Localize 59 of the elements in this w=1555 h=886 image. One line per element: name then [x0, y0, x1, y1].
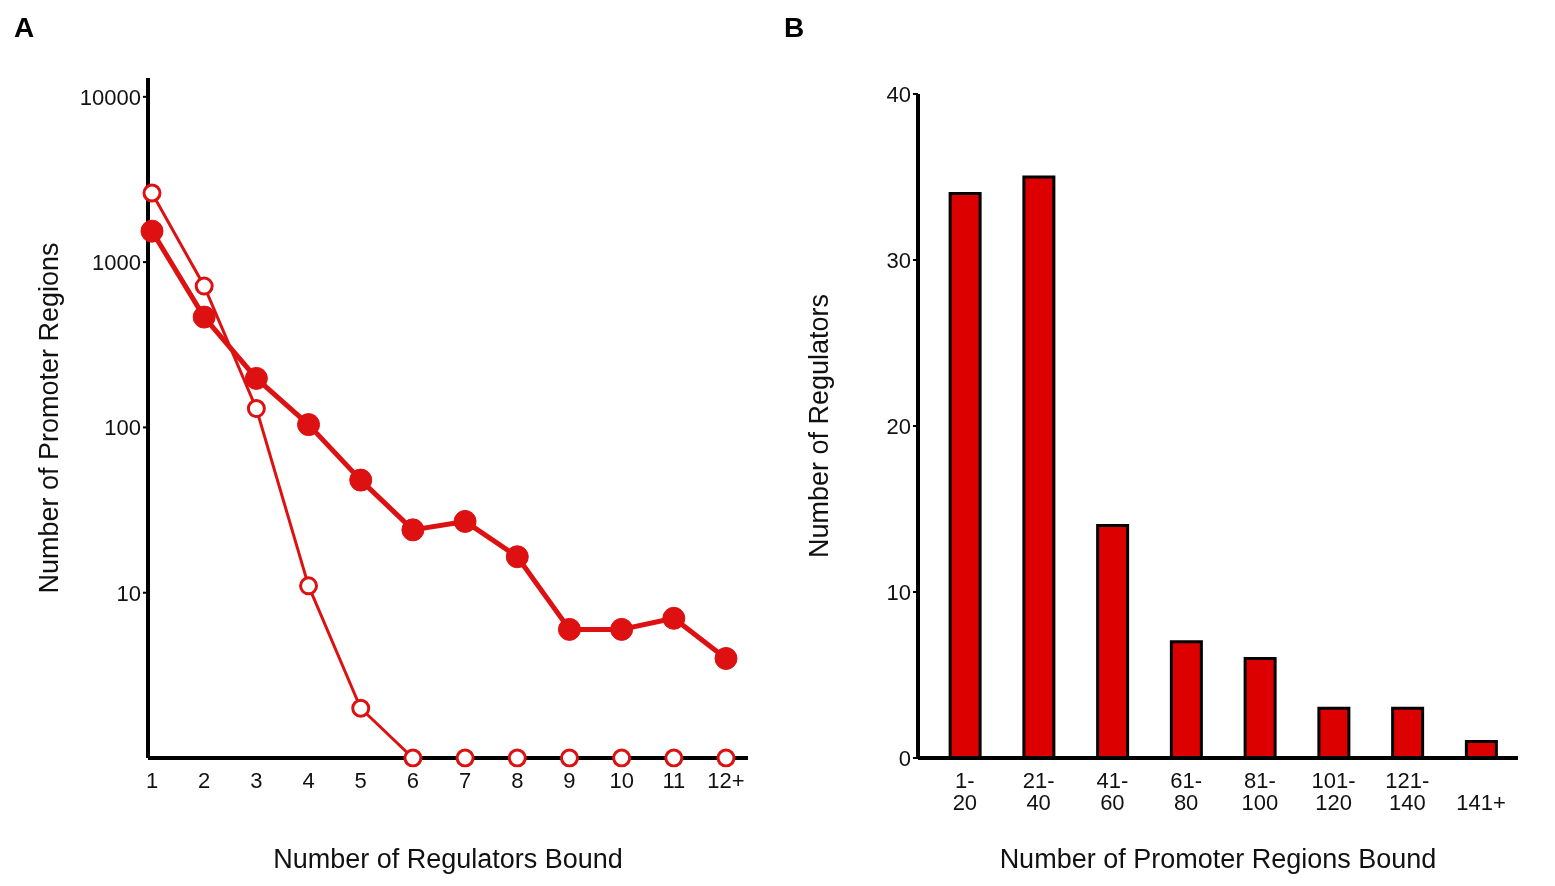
x-tick-label: 21-40 [1022, 768, 1055, 815]
x-tick-label: 12+ [707, 768, 745, 793]
point [140, 219, 164, 243]
point [401, 518, 425, 542]
y-tick-label: 100 [104, 415, 141, 441]
x-tick-label: 8 [511, 768, 524, 793]
x-tick-label: 7 [458, 768, 472, 793]
x-tick-label: 6 [406, 768, 420, 793]
y-tick-label: 10 [116, 580, 141, 606]
point [194, 276, 214, 296]
y-tick-label: 20 [886, 413, 911, 439]
point [349, 468, 373, 492]
x-tick-label: 1 [145, 768, 159, 793]
x-tick-label: 2 [198, 768, 211, 793]
x-tick-label: 121-140 [1385, 768, 1430, 815]
x-tick-label: 61-80 [1170, 768, 1203, 815]
x-axis-title: Number of Regulators Bound [273, 844, 623, 874]
x-tick-label: 141+ [1456, 790, 1506, 815]
point [455, 748, 475, 768]
x-tick-label: 1-20 [952, 768, 978, 815]
x-tick-label: 81-100 [1241, 768, 1279, 815]
point [664, 748, 684, 768]
point [716, 748, 736, 768]
chart-title: B [784, 12, 805, 44]
point [612, 748, 632, 768]
point [244, 366, 268, 390]
point [557, 617, 581, 641]
point [714, 646, 738, 670]
point [403, 748, 423, 768]
x-axis-title: Number of Promoter Regions Bound [999, 844, 1437, 874]
point [192, 305, 216, 329]
chart-title: A [14, 12, 35, 44]
point [505, 545, 529, 569]
y-tick-label: 30 [886, 247, 911, 273]
point [299, 576, 319, 596]
point [142, 183, 162, 203]
y-axis-title: Number of Regulators [803, 293, 834, 559]
point [507, 748, 527, 768]
y-tick-label: 10 [886, 579, 911, 605]
point [662, 606, 686, 630]
point [453, 509, 477, 533]
point [559, 748, 579, 768]
point [351, 698, 371, 718]
y-axis-title: Number of Promoter Regions [33, 242, 64, 594]
y-tick-label: 1000 [92, 249, 141, 275]
x-tick-label: 5 [354, 768, 367, 793]
point [246, 399, 266, 419]
x-tick-label: 10 [609, 768, 634, 793]
x-tick-label: 4 [302, 768, 315, 793]
point [297, 413, 321, 437]
x-tick-label: 41-60 [1096, 768, 1129, 815]
point [610, 617, 634, 641]
x-tick-label: 11 [662, 768, 686, 793]
x-tick-label: 9 [563, 768, 576, 793]
y-tick-label: 40 [886, 81, 911, 107]
y-tick-label: 10000 [79, 84, 141, 110]
x-tick-label: 3 [250, 768, 263, 793]
y-tick-label: 0 [898, 745, 911, 771]
x-tick-label: 101-120 [1311, 768, 1356, 815]
